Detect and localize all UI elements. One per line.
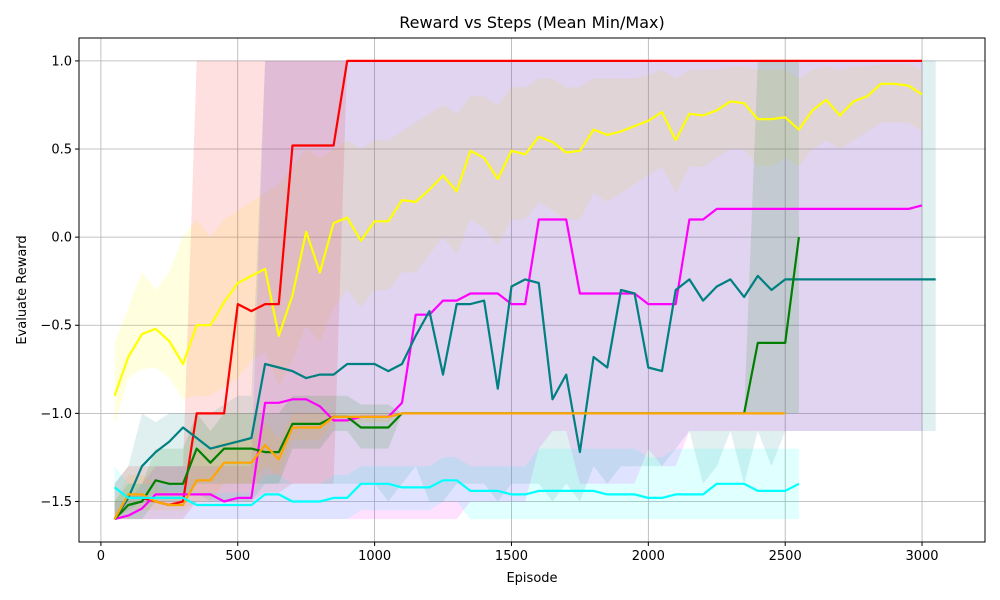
line-teal <box>113 274 936 520</box>
grid <box>79 38 985 542</box>
min-max-bands <box>114 60 936 520</box>
band-yellow <box>114 64 923 426</box>
x-tick-label: 3000 <box>905 549 938 564</box>
line-red <box>113 59 922 520</box>
band-green <box>114 60 799 520</box>
y-tick-label: −0.5 <box>40 319 72 334</box>
x-tick-label: 0 <box>97 549 105 564</box>
x-tick-label: 2000 <box>632 549 665 564</box>
line-cyan <box>113 479 800 507</box>
y-tick-label: 1.0 <box>51 54 72 69</box>
chart-title: Reward vs Steps (Mean Min/Max) <box>399 13 664 32</box>
band-orange <box>114 413 786 520</box>
band-teal <box>114 60 936 520</box>
x-axis-label: Episode <box>506 571 557 586</box>
x-tick-label: 2500 <box>769 549 802 564</box>
x-tick-label: 1000 <box>358 549 391 564</box>
y-axis-label: Evaluate Reward <box>15 235 30 344</box>
band-cyan <box>114 448 799 520</box>
y-tick-label: −1.0 <box>40 407 72 422</box>
x-axis-ticks: 0 500 1000 1500 2000 2500 3000 <box>97 542 939 564</box>
mean-lines <box>113 59 936 521</box>
line-yellow <box>113 82 923 397</box>
y-axis-ticks: 1.0 0.5 0.0 −0.5 −1.0 −1.5 <box>40 54 79 510</box>
x-tick-label: 500 <box>225 549 250 564</box>
y-tick-label: 0.0 <box>51 231 72 246</box>
y-tick-label: 0.5 <box>51 143 72 158</box>
line-orange <box>113 412 786 520</box>
line-magenta <box>114 204 923 521</box>
y-tick-label: −1.5 <box>40 495 72 510</box>
plot-frame <box>78 37 986 543</box>
x-tick-label: 1500 <box>495 549 528 564</box>
